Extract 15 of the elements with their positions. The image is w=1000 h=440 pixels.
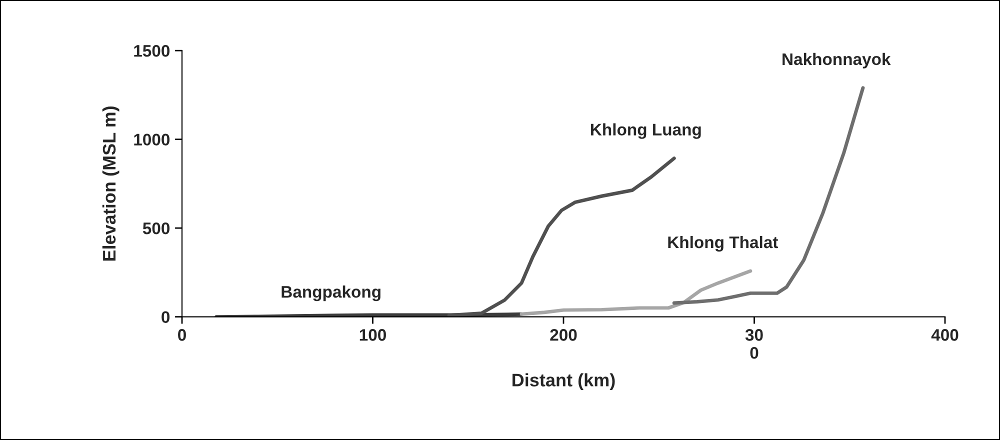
y-axis-title: Elevation (MSL m) bbox=[102, 106, 120, 261]
y-tick-label: 500 bbox=[142, 222, 170, 234]
x-tick-label: 200 bbox=[550, 329, 577, 341]
text: Nakhonnayok bbox=[782, 52, 891, 68]
y-tick-label: 0 bbox=[162, 311, 170, 324]
y-tick-label: 1500 bbox=[134, 45, 170, 57]
x-axis-title: Distant (km) bbox=[512, 373, 615, 390]
text: Khlong Thalat bbox=[668, 236, 778, 252]
x-tick-label: 0 bbox=[178, 329, 186, 341]
x-tick-label: 100 bbox=[360, 329, 386, 341]
series-label: Bangpakong bbox=[282, 286, 380, 302]
y-tick-label: 1000 bbox=[134, 134, 170, 146]
series-label: Khlong Luang bbox=[591, 123, 701, 139]
x-tick-label: 30 0 bbox=[745, 329, 763, 359]
x-tick-label: 400 bbox=[931, 329, 958, 341]
